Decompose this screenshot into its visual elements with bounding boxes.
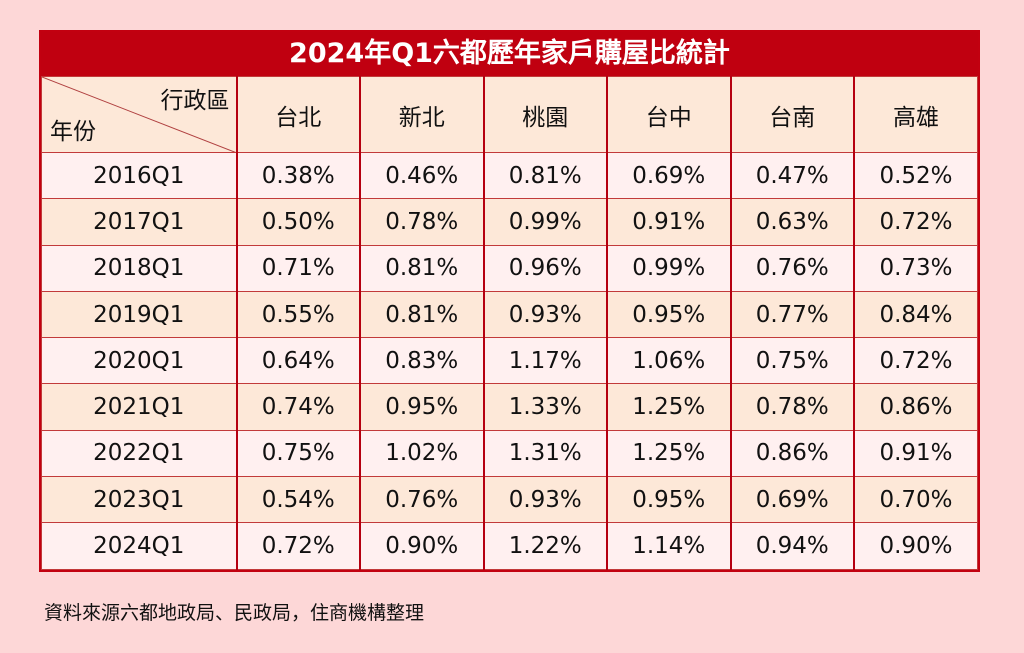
value-cell: 0.76% — [359, 476, 485, 524]
value-cell: 0.52% — [853, 151, 978, 200]
year-cell: 2023Q1 — [41, 476, 238, 524]
value-cell: 0.50% — [236, 198, 361, 246]
stats-table-container: 2024年Q1六都歷年家戶購屋比統計 行政區 年份 台北 新北 桃園 台中 台南… — [39, 30, 980, 572]
value-cell: 0.69% — [606, 151, 732, 200]
value-cell: 1.33% — [483, 383, 608, 431]
value-cell: 0.72% — [853, 337, 978, 385]
value-cell: 0.94% — [730, 522, 855, 570]
table-row: 2018Q1 0.71% 0.81% 0.96% 0.99% 0.76% 0.7… — [41, 244, 978, 292]
value-cell: 0.96% — [483, 244, 608, 292]
value-cell: 0.72% — [853, 198, 978, 246]
value-cell: 0.86% — [853, 383, 978, 431]
value-cell: 0.83% — [359, 337, 485, 385]
year-cell: 2017Q1 — [41, 198, 238, 246]
value-cell: 1.14% — [606, 522, 732, 570]
year-cell: 2018Q1 — [41, 244, 238, 292]
year-cell: 2019Q1 — [41, 290, 238, 339]
value-cell: 1.06% — [606, 337, 732, 385]
value-cell: 1.22% — [483, 522, 608, 570]
value-cell: 0.63% — [730, 198, 855, 246]
column-header-taipei: 台北 — [236, 76, 361, 153]
value-cell: 0.90% — [359, 522, 485, 570]
value-cell: 0.95% — [359, 383, 485, 431]
value-cell: 0.74% — [236, 383, 361, 431]
column-header-tainan: 台南 — [730, 76, 855, 153]
year-cell: 2020Q1 — [41, 337, 238, 385]
value-cell: 0.93% — [483, 290, 608, 339]
stats-table: 行政區 年份 台北 新北 桃園 台中 台南 高雄 2016Q1 0.38% 0.… — [41, 76, 978, 570]
value-cell: 0.81% — [359, 244, 485, 292]
value-cell: 0.73% — [853, 244, 978, 292]
value-cell: 0.81% — [483, 151, 608, 200]
header-row: 行政區 年份 台北 新北 桃園 台中 台南 高雄 — [41, 76, 978, 153]
table-row: 2024Q1 0.72% 0.90% 1.22% 1.14% 0.94% 0.9… — [41, 522, 978, 570]
column-header-taichung: 台中 — [606, 76, 732, 153]
year-cell: 2021Q1 — [41, 383, 238, 431]
column-header-taoyuan: 桃園 — [483, 76, 608, 153]
value-cell: 0.95% — [606, 476, 732, 524]
value-cell: 0.75% — [730, 337, 855, 385]
value-cell: 1.31% — [483, 429, 608, 478]
diagonal-line — [42, 77, 235, 152]
value-cell: 0.91% — [606, 198, 732, 246]
table-row: 2017Q1 0.50% 0.78% 0.99% 0.91% 0.63% 0.7… — [41, 198, 978, 246]
value-cell: 0.99% — [606, 244, 732, 292]
year-cell: 2024Q1 — [41, 522, 238, 570]
value-cell: 0.54% — [236, 476, 361, 524]
value-cell: 0.47% — [730, 151, 855, 200]
value-cell: 1.25% — [606, 429, 732, 478]
value-cell: 0.64% — [236, 337, 361, 385]
value-cell: 0.76% — [730, 244, 855, 292]
value-cell: 0.91% — [853, 429, 978, 478]
table-row: 2019Q1 0.55% 0.81% 0.93% 0.95% 0.77% 0.8… — [41, 290, 978, 339]
value-cell: 0.81% — [359, 290, 485, 339]
table-row: 2021Q1 0.74% 0.95% 1.33% 1.25% 0.78% 0.8… — [41, 383, 978, 431]
value-cell: 0.78% — [730, 383, 855, 431]
value-cell: 0.84% — [853, 290, 978, 339]
column-header-kaohsiung: 高雄 — [853, 76, 978, 153]
value-cell: 0.70% — [853, 476, 978, 524]
value-cell: 0.77% — [730, 290, 855, 339]
value-cell: 0.95% — [606, 290, 732, 339]
value-cell: 0.38% — [236, 151, 361, 200]
year-axis-label: 年份 — [50, 119, 96, 145]
value-cell: 0.71% — [236, 244, 361, 292]
value-cell: 0.86% — [730, 429, 855, 478]
year-cell: 2016Q1 — [41, 151, 238, 200]
value-cell: 0.99% — [483, 198, 608, 246]
table-title: 2024年Q1六都歷年家戶購屋比統計 — [41, 32, 978, 76]
table-row: 2016Q1 0.38% 0.46% 0.81% 0.69% 0.47% 0.5… — [41, 151, 978, 200]
value-cell: 0.55% — [236, 290, 361, 339]
value-cell: 0.46% — [359, 151, 485, 200]
table-row: 2023Q1 0.54% 0.76% 0.93% 0.95% 0.69% 0.7… — [41, 476, 978, 524]
source-note: 資料來源六都地政局、民政局，住商機構整理 — [44, 602, 425, 624]
value-cell: 0.69% — [730, 476, 855, 524]
district-axis-label: 行政區 — [160, 88, 230, 114]
corner-header-cell: 行政區 年份 — [41, 76, 238, 153]
column-header-new-taipei: 新北 — [359, 76, 485, 153]
value-cell: 0.78% — [359, 198, 485, 246]
value-cell: 0.72% — [236, 522, 361, 570]
table-row: 2020Q1 0.64% 0.83% 1.17% 1.06% 0.75% 0.7… — [41, 337, 978, 385]
year-cell: 2022Q1 — [41, 429, 238, 478]
table-row: 2022Q1 0.75% 1.02% 1.31% 1.25% 0.86% 0.9… — [41, 429, 978, 478]
value-cell: 0.75% — [236, 429, 361, 478]
value-cell: 1.02% — [359, 429, 485, 478]
value-cell: 0.90% — [853, 522, 978, 570]
value-cell: 1.25% — [606, 383, 732, 431]
value-cell: 1.17% — [483, 337, 608, 385]
value-cell: 0.93% — [483, 476, 608, 524]
